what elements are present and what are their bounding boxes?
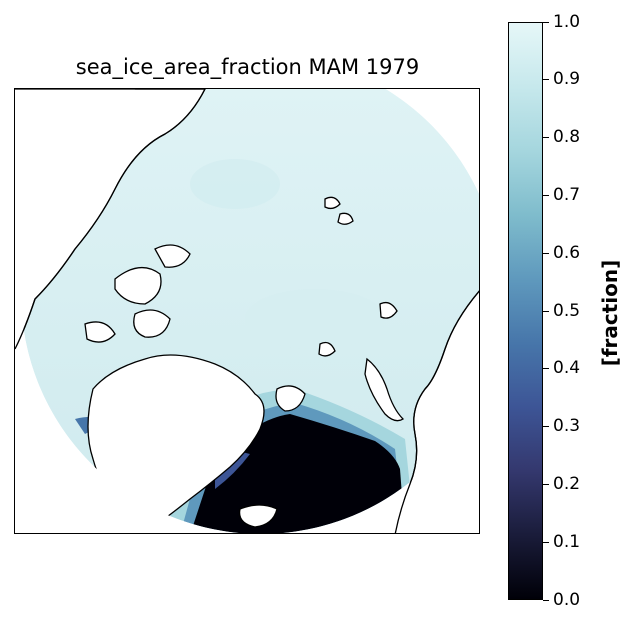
svalbard — [275, 385, 306, 412]
colorbar-tick — [543, 368, 549, 370]
novaya-zemlya — [364, 357, 405, 422]
iceland — [238, 504, 278, 528]
colorbar-tick-label: 0.5 — [553, 300, 581, 321]
colorbar — [508, 22, 543, 600]
colorbar-tick-label: 0.1 — [553, 531, 581, 552]
colorbar-tick — [543, 599, 549, 601]
colorbar-tick-label: 0.8 — [553, 127, 581, 148]
sea-ice-map — [15, 89, 479, 533]
colorbar-tick-label: 0.3 — [553, 416, 581, 437]
colorbar-tick — [543, 252, 549, 254]
colorbar-tick — [543, 21, 549, 23]
colorbar-tick-label: 0.6 — [553, 242, 581, 263]
colorbar-tick — [543, 541, 549, 543]
colorbar-tick-label: 0.4 — [553, 358, 581, 379]
colorbar-tick-label: 0.2 — [553, 473, 581, 494]
colorbar-tick-label: 0.0 — [553, 589, 581, 610]
map-panel[interactable] — [14, 88, 480, 534]
colorbar-tick-label: 0.7 — [553, 184, 581, 205]
colorbar-tick — [543, 426, 549, 428]
colorbar-tick — [543, 483, 549, 485]
colorbar-tick — [543, 310, 549, 312]
colorbar-tick — [543, 194, 549, 196]
colorbar-tick-label: 1.0 — [553, 11, 581, 32]
colorbar-tick — [543, 79, 549, 81]
map-title: sea_ice_area_fraction MAM 1979 — [75, 55, 420, 79]
colorbar-tick-label: 0.9 — [553, 69, 581, 90]
colorbar-label: [fraction] — [598, 259, 622, 367]
colorbar-tick — [543, 137, 549, 139]
